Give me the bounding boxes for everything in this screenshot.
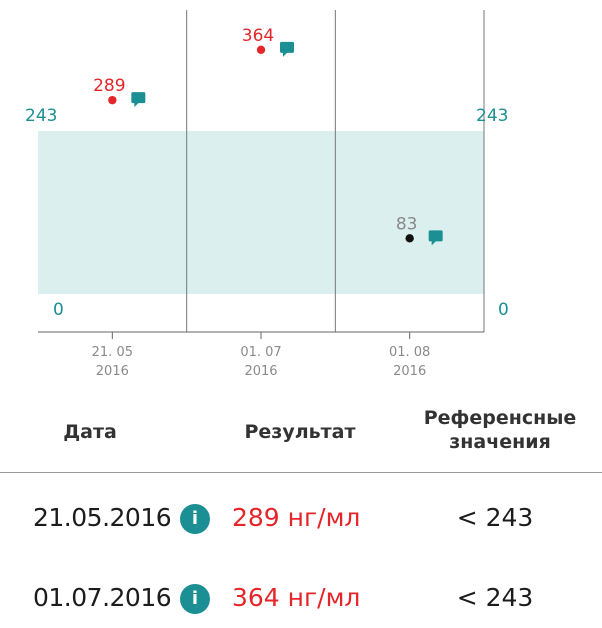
data-point[interactable]	[108, 95, 117, 105]
header-result: Результат	[244, 421, 356, 443]
y-label-left-high: 243	[25, 106, 57, 126]
info-icon[interactable]: i	[180, 584, 210, 614]
info-icon[interactable]: i	[180, 504, 210, 534]
y-label-right-high: 243	[476, 106, 508, 126]
x-tick-label-year: 2016	[96, 364, 129, 379]
row-reference: < 243	[456, 503, 534, 532]
results-chart: 243 243 0 0 21. 05 2016 289 01. 07 2016 364 01…	[25, 10, 509, 379]
comment-icon[interactable]	[428, 230, 443, 246]
data-point-label: 364	[242, 26, 274, 46]
header-date: Дата	[63, 421, 117, 443]
x-tick-label-date: 01. 07	[240, 345, 281, 360]
row-date: 21.05.2016	[33, 503, 172, 532]
x-tick-label-year: 2016	[393, 364, 426, 379]
table-row[interactable]: 21.05.2016 i 289 нг/мл < 243	[0, 488, 602, 548]
data-point[interactable]	[256, 45, 266, 55]
x-tick-label-year: 2016	[244, 364, 277, 379]
header-reference: Референсные значения	[423, 407, 577, 453]
comment-icon[interactable]	[131, 92, 146, 108]
row-result: 289 нг/мл	[232, 503, 361, 532]
row-date: 01.07.2016	[33, 583, 172, 612]
data-point-label: 289	[93, 76, 125, 96]
data-points: 21. 05 2016 289 01. 07 2016 364 01. 08 2016 83	[92, 26, 443, 379]
column-dividers	[186, 10, 485, 332]
data-point-label: 83	[396, 214, 418, 234]
table-header: Дата Результат Референсные значения	[0, 400, 602, 473]
y-label-right-low: 0	[498, 300, 509, 320]
x-tick-label-date: 21. 05	[92, 345, 133, 360]
comment-icon[interactable]	[280, 41, 295, 57]
reference-band	[38, 131, 484, 294]
row-result: 364 нг/мл	[232, 583, 361, 612]
y-label-left-low: 0	[53, 300, 64, 320]
data-point[interactable]	[405, 234, 414, 243]
x-tick-label-date: 01. 08	[389, 345, 430, 360]
table-row[interactable]: 01.07.2016 i 364 нг/мл < 243	[0, 568, 602, 628]
row-reference: < 243	[456, 583, 534, 612]
